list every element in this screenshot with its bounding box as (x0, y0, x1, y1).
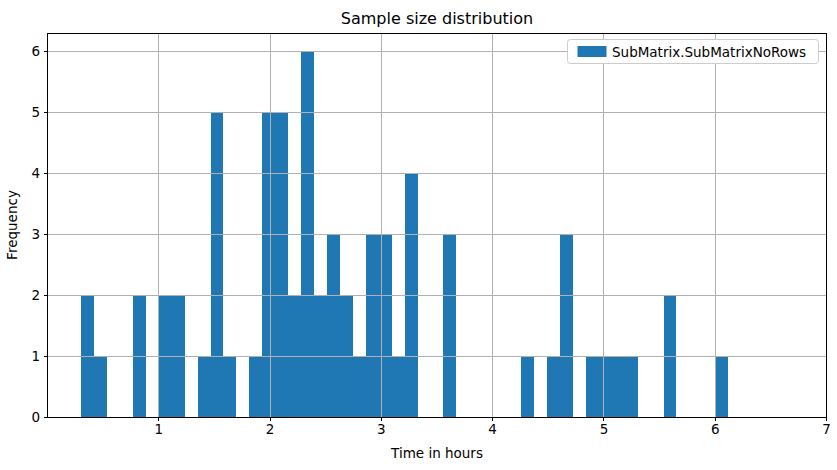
legend-swatch-icon (578, 46, 607, 57)
y-tick-label: 5 (31, 104, 40, 120)
x-tick-label: 7 (822, 421, 831, 437)
histogram-bar (443, 234, 456, 417)
tick-labels-layer: 1 2 3 4 5 6 7 0 1 2 3 4 5 6 (31, 43, 830, 436)
histogram-bar (612, 356, 625, 417)
y-axis-label: Frequency (4, 190, 20, 260)
legend-label: SubMatrix.SubMatrixNoRows (612, 44, 806, 60)
histogram-bar (599, 356, 612, 417)
x-tick-label: 6 (711, 421, 720, 437)
y-tick-label: 4 (31, 165, 40, 181)
histogram-bar (625, 356, 638, 417)
histogram-bar (560, 234, 573, 417)
histogram-bar (94, 356, 107, 417)
histogram-bar (353, 356, 366, 417)
histogram-bar (262, 112, 275, 417)
histogram-bar (249, 356, 262, 417)
y-tick-label: 0 (31, 409, 40, 425)
figure: 12345670123456 Sample size distribution … (0, 0, 837, 470)
x-tick-label: 3 (377, 421, 386, 437)
y-tick-label: 1 (31, 348, 40, 364)
histogram-bar (521, 356, 534, 417)
y-tick-label: 2 (31, 287, 40, 303)
histogram-bar (223, 356, 236, 417)
legend: SubMatrix.SubMatrixNoRows (568, 40, 819, 64)
histogram-bar (366, 234, 379, 417)
chart-title: Sample size distribution (341, 9, 533, 28)
histogram-bar (715, 356, 728, 417)
histogram-bar (198, 356, 211, 417)
x-tick-label: 1 (154, 421, 163, 437)
histogram-bar (586, 356, 599, 417)
histogram-bar (327, 234, 340, 417)
histogram-chart: 12345670123456 Sample size distribution … (0, 0, 837, 470)
y-tick-label: 6 (31, 43, 40, 59)
histogram-bar (392, 356, 405, 417)
x-tick-label: 4 (488, 421, 497, 437)
histogram-bar (547, 356, 560, 417)
x-axis-label: Time in hours (390, 445, 483, 461)
x-tick-label: 2 (266, 421, 275, 437)
x-tick-label: 5 (600, 421, 609, 437)
histogram-bar (379, 234, 392, 417)
y-tick-label: 3 (31, 226, 40, 242)
histogram-bar (275, 112, 288, 417)
histogram-bar (211, 112, 224, 417)
